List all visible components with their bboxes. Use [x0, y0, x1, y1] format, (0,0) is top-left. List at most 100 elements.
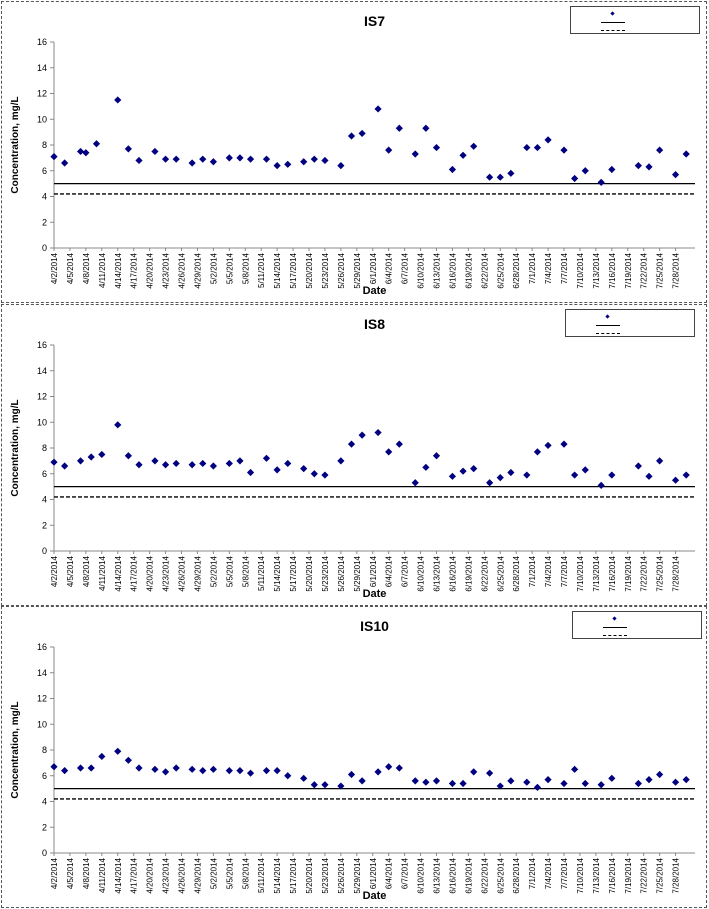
- x-tick-label: 5/23/2014: [321, 555, 330, 591]
- x-tick-label: 4/2/2014: [50, 857, 59, 889]
- data-point: [597, 178, 605, 186]
- x-tick-label: 4/23/2014: [162, 857, 171, 893]
- data-point: [161, 155, 170, 163]
- data-point: [358, 431, 366, 439]
- y-tick-label: 2: [42, 217, 47, 227]
- data-point: [645, 776, 653, 784]
- x-tick-label: 7/25/2014: [656, 252, 665, 288]
- data-point: [560, 440, 568, 448]
- x-tick-label: 4/20/2014: [146, 252, 155, 288]
- data-point: [337, 782, 345, 790]
- data-point: [645, 163, 653, 171]
- data-point: [358, 129, 366, 138]
- data-point: [76, 764, 85, 772]
- data-point: [385, 448, 393, 456]
- y-tick-label: 8: [42, 745, 47, 755]
- data-point: [114, 421, 122, 429]
- x-tick-label: 5/29/2014: [353, 857, 362, 893]
- data-point: [486, 479, 494, 487]
- data-point: [470, 768, 478, 776]
- legend-dashed-line-icon: [603, 635, 627, 636]
- y-tick-label: 4: [42, 797, 47, 807]
- y-tick-label: 6: [42, 469, 47, 479]
- legend: [565, 309, 695, 337]
- x-tick-label: 5/8/2014: [241, 252, 250, 284]
- y-tick-label: 0: [42, 546, 47, 556]
- x-tick-label: 7/7/2014: [560, 857, 569, 889]
- x-tick-label: 7/22/2014: [640, 252, 649, 288]
- data-point: [321, 781, 329, 789]
- data-point: [634, 779, 642, 788]
- data-point: [300, 465, 308, 473]
- x-tick-label: 4/14/2014: [114, 252, 123, 288]
- data-point: [496, 474, 504, 482]
- legend-solid-line-icon: [603, 627, 627, 628]
- x-tick-label: 4/17/2014: [130, 555, 139, 591]
- y-tick-label: 16: [37, 37, 47, 47]
- x-tick-label: 4/26/2014: [178, 857, 187, 893]
- data-point: [432, 143, 441, 152]
- data-point: [656, 457, 664, 465]
- data-point: [544, 136, 552, 144]
- data-point: [284, 459, 292, 468]
- x-tick-label: 5/17/2014: [289, 555, 298, 591]
- data-point: [225, 767, 233, 775]
- x-tick-label: 5/5/2014: [225, 252, 234, 284]
- x-tick-label: 6/10/2014: [417, 555, 426, 591]
- x-tick-label: 5/26/2014: [337, 252, 346, 288]
- x-tick-label: 7/10/2014: [576, 252, 585, 288]
- x-tick-label: 6/1/2014: [369, 555, 378, 587]
- x-tick-label: 5/17/2014: [289, 252, 298, 288]
- data-point: [310, 470, 318, 478]
- data-point: [262, 155, 271, 163]
- data-point: [161, 768, 170, 776]
- y-axis-label: Concentration, mg/L: [10, 399, 21, 496]
- data-point: [76, 457, 85, 465]
- data-point: [411, 479, 419, 487]
- x-tick-label: 7/16/2014: [608, 857, 617, 893]
- x-tick-label: 4/5/2014: [66, 252, 75, 284]
- x-tick-label: 6/22/2014: [480, 555, 489, 591]
- data-point: [581, 779, 589, 788]
- data-point: [114, 96, 122, 104]
- x-tick-label: 5/2/2014: [209, 555, 218, 587]
- x-tick-label: 6/16/2014: [448, 252, 457, 288]
- data-point: [199, 155, 207, 163]
- chart-panel-is8: IS8 0 2 4 6 8 10 12 14 16 Concentration, mg/L 4/2/2…: [1, 304, 707, 606]
- data-point: [656, 770, 664, 779]
- data-point: [188, 461, 196, 469]
- x-tick-label: 6/19/2014: [464, 555, 473, 591]
- y-tick-label: 16: [37, 642, 47, 652]
- data-point: [50, 763, 58, 771]
- x-tick-label: 7/19/2014: [624, 857, 633, 893]
- legend-dashed-line-icon: [596, 333, 620, 334]
- data-point: [310, 781, 318, 789]
- x-tick-label: 4/17/2014: [130, 857, 139, 893]
- x-tick-label: 5/17/2014: [289, 857, 298, 893]
- legend-marker-icon: [612, 616, 617, 621]
- x-axis-label: Date: [363, 285, 387, 297]
- data-point: [199, 767, 207, 775]
- legend-marker-icon: [605, 314, 610, 319]
- y-tick-label: 2: [42, 520, 47, 530]
- x-tick-label: 7/28/2014: [672, 555, 681, 591]
- legend-marker-icon: [610, 11, 615, 16]
- data-point: [422, 463, 430, 471]
- data-point: [135, 461, 143, 469]
- data-point: [310, 155, 318, 163]
- y-tick-label: 16: [37, 340, 47, 350]
- data-point: [544, 441, 552, 450]
- data-point: [374, 768, 382, 776]
- data-point: [92, 140, 101, 148]
- data-point: [533, 783, 542, 791]
- x-tick-label: 6/16/2014: [448, 555, 457, 591]
- x-tick-label: 6/25/2014: [496, 252, 505, 288]
- y-tick-label: 10: [37, 114, 47, 124]
- data-point: [321, 471, 329, 479]
- y-tick-label: 12: [37, 89, 47, 99]
- x-tick-label: 7/25/2014: [656, 857, 665, 893]
- data-point: [682, 776, 690, 784]
- data-point: [634, 162, 642, 170]
- x-tick-label: 7/7/2014: [560, 252, 569, 284]
- x-tick-label: 6/28/2014: [512, 252, 521, 288]
